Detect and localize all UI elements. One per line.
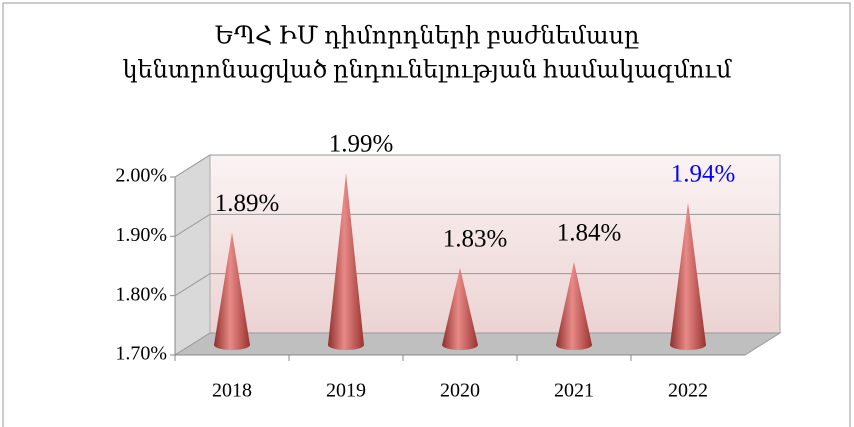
chart-title: կենտրոնացված ընդունելության համակազմում bbox=[122, 58, 732, 84]
cone bbox=[442, 267, 478, 350]
y-tick-label: 2.00% bbox=[115, 165, 167, 187]
y-tick-label: 1.70% bbox=[115, 343, 167, 365]
grid-line bbox=[174, 213, 780, 237]
x-tick-label: 2020 bbox=[440, 380, 480, 402]
value-label: 1.84% bbox=[557, 220, 622, 247]
cone bbox=[328, 172, 364, 350]
chart-title: ԵՊՀ ԻՄ դիմորդների բաժնեմասը bbox=[215, 24, 640, 50]
side-wall bbox=[174, 154, 211, 356]
x-tick-label: 2022 bbox=[668, 380, 708, 402]
cone bbox=[670, 202, 706, 350]
grid-line bbox=[174, 273, 780, 297]
cone bbox=[556, 261, 592, 350]
value-label: 1.99% bbox=[329, 131, 394, 158]
value-label: 1.83% bbox=[443, 226, 508, 253]
x-tick-label: 2019 bbox=[326, 380, 366, 402]
x-tick-label: 2021 bbox=[554, 380, 594, 402]
x-tick-label: 2018 bbox=[212, 380, 252, 402]
cone bbox=[214, 232, 250, 350]
value-label: 1.89% bbox=[215, 190, 280, 217]
value-label: 1.94% bbox=[671, 160, 736, 187]
grid-line bbox=[174, 154, 780, 178]
y-tick-label: 1.90% bbox=[115, 224, 167, 246]
y-tick-label: 1.80% bbox=[115, 283, 167, 305]
